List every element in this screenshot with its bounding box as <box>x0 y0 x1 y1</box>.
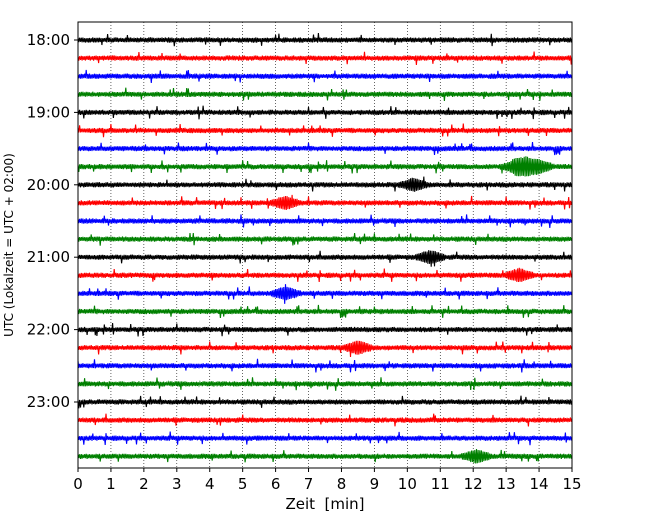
trace-2030 <box>77 214 573 228</box>
y-axis-label: UTC (Lokalzeit = UTC + 02:00) <box>2 153 16 337</box>
trace-2230 <box>77 358 573 373</box>
vertical-grid <box>110 22 540 468</box>
trace-1915 <box>77 123 573 138</box>
x-tick-label: 5 <box>238 475 248 493</box>
y-tick-label: 21:00 <box>27 248 70 266</box>
x-tick-label: 4 <box>205 475 215 493</box>
x-tick-label: 8 <box>337 475 347 493</box>
trace-2200 <box>77 323 573 337</box>
plot-frame <box>77 21 573 469</box>
x-axis: 0 1 2 3 4 5 6 7 8 9 10 11 12 13 14 15 <box>73 468 582 493</box>
trace-2000 <box>77 176 573 192</box>
x-tick-label: 12 <box>464 475 483 493</box>
trace-2215 <box>77 340 573 358</box>
x-tick-label: 11 <box>431 475 450 493</box>
trace-2115 <box>77 267 573 283</box>
trace-1900 <box>77 105 573 120</box>
x-tick-label: 10 <box>398 475 417 493</box>
y-tick-label: 19:00 <box>27 103 70 121</box>
trace-2315 <box>77 413 573 427</box>
trace-1815 <box>77 51 573 65</box>
x-tick-label: 13 <box>497 475 516 493</box>
trace-1800 <box>77 33 573 47</box>
x-tick-label: 0 <box>73 475 83 493</box>
y-tick-label: 18:00 <box>27 31 70 49</box>
x-tick-label: 1 <box>106 475 116 493</box>
trace-2145 <box>77 304 573 319</box>
x-tick-label: 2 <box>139 475 149 493</box>
y-tick-label: 23:00 <box>27 393 70 411</box>
trace-2015 <box>77 194 573 211</box>
y-tick-label: 22:00 <box>27 321 70 339</box>
trace-2345 <box>77 448 573 464</box>
trace-1945 <box>77 156 573 177</box>
x-tick-label: 14 <box>530 475 549 493</box>
trace-1930 <box>77 141 573 156</box>
y-axis: 18:00 19:00 20:00 21:00 22:00 23:00 <box>27 31 78 411</box>
trace-2100 <box>77 250 573 267</box>
y-tick-label: 20:00 <box>27 176 70 194</box>
x-axis-label: Zeit [min] <box>285 495 364 513</box>
trace-1845 <box>77 87 573 102</box>
x-tick-label: 9 <box>370 475 380 493</box>
x-tick-label: 7 <box>304 475 314 493</box>
trace-2245 <box>77 377 573 391</box>
x-tick-label: 3 <box>172 475 182 493</box>
seismogram-traces <box>77 33 573 464</box>
trace-2130 <box>77 284 573 304</box>
x-tick-label: 6 <box>271 475 281 493</box>
x-tick-label: 15 <box>562 475 581 493</box>
trace-2300 <box>77 395 573 409</box>
trace-2330 <box>77 431 573 446</box>
trace-2045 <box>77 232 573 246</box>
trace-1830 <box>77 69 573 83</box>
